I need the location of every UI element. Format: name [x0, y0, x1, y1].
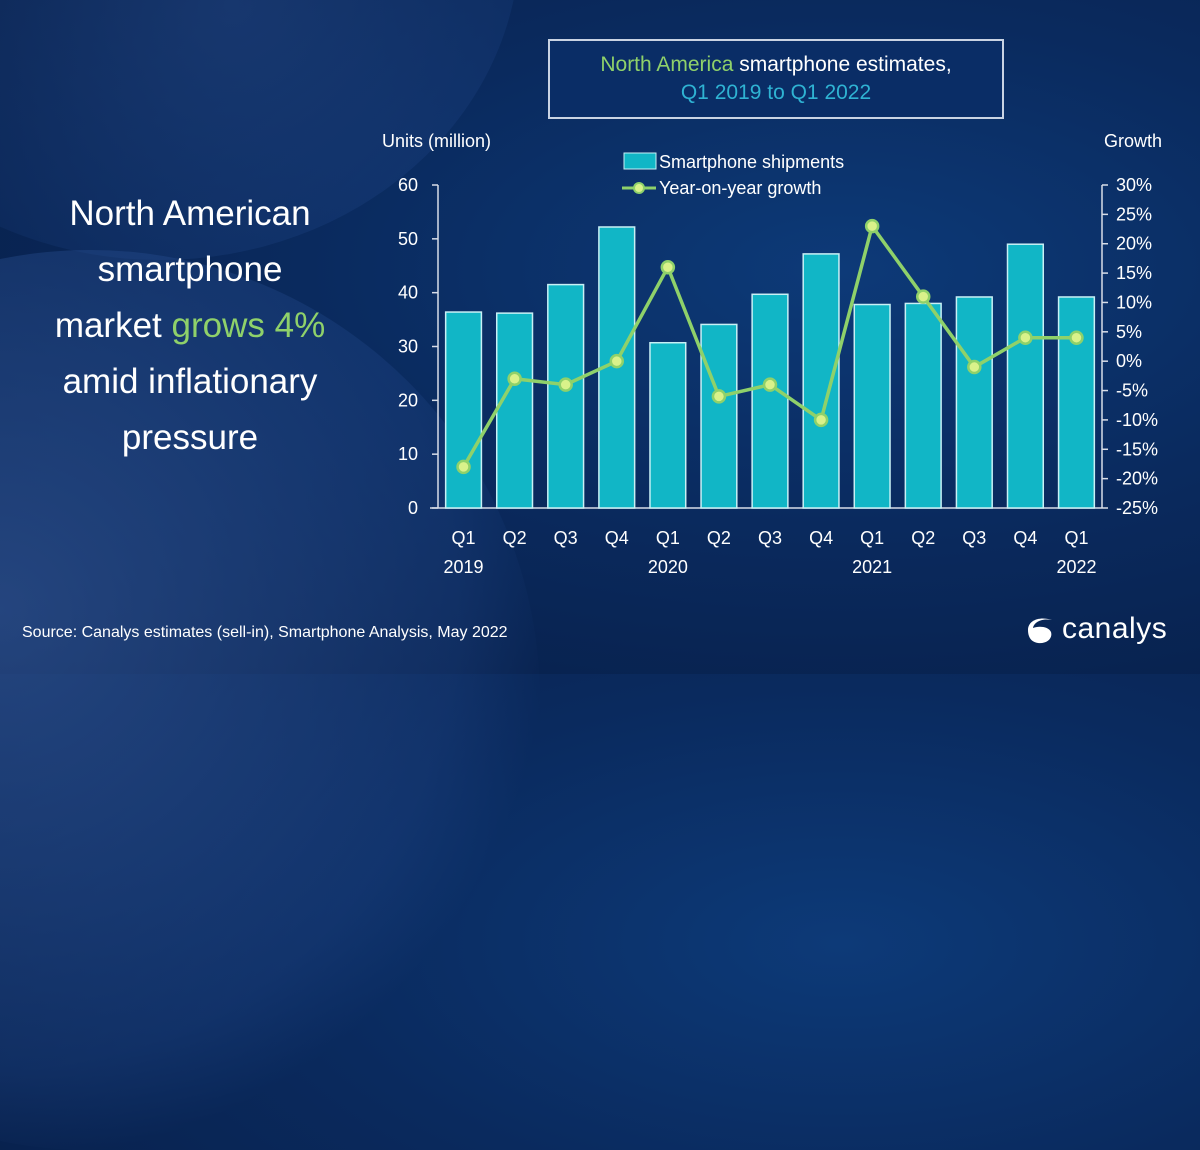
headline-line: market grows 4%: [10, 298, 370, 354]
headline-line: pressure: [121, 418, 259, 457]
left-axis-tick-label: 30: [398, 337, 418, 357]
right-axis-tick-label: 20%: [1116, 234, 1152, 254]
bar-shipments: [547, 283, 585, 509]
right-axis-tick-label: -10%: [1116, 410, 1158, 430]
growth-point: [456, 459, 471, 475]
right-axis-tick-label: 30%: [1116, 175, 1152, 195]
chart-title-period: Q1 2019 to Q1 2022: [680, 81, 872, 104]
bar-shipments: [495, 312, 534, 509]
legend-marker-growth: [633, 182, 645, 194]
source-note: Source: Canalys estimates (sell-in), Sma…: [22, 624, 508, 641]
canalys-logo: canalys: [1022, 612, 1167, 646]
headline-line: North American: [69, 194, 311, 233]
bar-shipments: [700, 323, 738, 509]
growth-point: [609, 353, 625, 369]
left-axis-tick-label: 0: [408, 498, 418, 518]
right-axis-tick-label: 0%: [1116, 351, 1142, 371]
right-axis-tick-label: -5%: [1116, 381, 1148, 401]
right-axis-tick-label: 25%: [1116, 204, 1152, 224]
x-tick-label: Q4: [605, 528, 629, 548]
x-year-label: 2019: [444, 557, 484, 577]
bar-shipments: [904, 302, 942, 509]
headline-line: smartphone: [97, 250, 283, 289]
chart-title-box: North America smartphone estimates, Q1 2…: [548, 39, 1004, 119]
right-axis-title: Growth: [1104, 131, 1163, 151]
growth-point: [711, 389, 727, 404]
x-year-label: 2020: [648, 557, 688, 577]
chart-title-region: North America: [600, 53, 734, 76]
bar-shipments: [853, 303, 891, 509]
left-axis-tick-label: 40: [398, 283, 418, 303]
left-axis-tick-label: 50: [398, 229, 418, 249]
right-axis-tick-label: -20%: [1116, 469, 1158, 489]
growth-point: [558, 377, 573, 392]
legend: Smartphone shipments Year-on-year growth: [622, 152, 844, 198]
growth-point: [967, 359, 982, 375]
canalys-swirl-icon: [1028, 618, 1052, 644]
headline-text: market: [54, 306, 172, 345]
legend-label-growth: Year-on-year growth: [659, 178, 821, 198]
bar-shipments: [1057, 296, 1096, 509]
x-tick-label: Q1: [1064, 528, 1088, 548]
canalys-logo-text: canalys: [1062, 612, 1168, 645]
x-tick-label: Q1: [656, 528, 680, 548]
bar-shipments: [649, 341, 687, 509]
headline-highlight: grows 4%: [171, 306, 326, 345]
bar-shipments: [802, 253, 840, 509]
right-axis-tick-label: -15%: [1116, 439, 1158, 459]
x-year-label: 2021: [852, 557, 892, 577]
legend-swatch-bars: [623, 152, 657, 170]
chart-title-line1: North America smartphone estimates,: [550, 51, 1002, 79]
x-tick-label: Q3: [554, 528, 578, 548]
growth-point: [915, 289, 931, 304]
left-axis-title: Units (million): [382, 131, 492, 151]
chart-title-rest: smartphone estimates,: [733, 53, 952, 76]
x-tick-label: Q1: [452, 528, 476, 548]
x-tick-label: Q3: [758, 528, 782, 548]
right-axis-tick-label: 10%: [1116, 292, 1152, 312]
left-axis-tick-label: 60: [398, 175, 418, 195]
x-tick-label: Q2: [503, 528, 527, 548]
growth-point: [507, 371, 522, 387]
growth-point: [1069, 330, 1084, 345]
x-tick-label: Q2: [911, 528, 935, 548]
x-tick-label: Q4: [809, 528, 833, 548]
headline-line: amid inflationary: [62, 362, 318, 401]
x-tick-label: Q3: [962, 528, 986, 548]
growth-point: [762, 377, 778, 392]
growth-point: [813, 412, 829, 428]
x-tick-label: Q2: [707, 528, 731, 548]
bar-shipments: [955, 296, 993, 509]
x-tick-label: Q1: [860, 528, 884, 548]
left-axis-tick-label: 20: [398, 390, 418, 410]
right-axis-tick-label: 15%: [1116, 263, 1152, 283]
growth-point: [660, 259, 676, 275]
bar-shipments: [751, 293, 789, 509]
x-tick-label: Q4: [1013, 528, 1037, 548]
bar-shipments: [444, 311, 483, 509]
headline: North American smartphone market grows 4…: [10, 186, 370, 466]
right-axis-tick-label: 5%: [1116, 322, 1142, 342]
growth-point: [864, 218, 880, 234]
x-year-label: 2022: [1056, 557, 1096, 577]
legend-label-bars: Smartphone shipments: [659, 152, 844, 172]
growth-point: [1018, 330, 1033, 345]
left-axis-tick-label: 10: [398, 444, 418, 464]
chart-canvas: Smartphone shipments Year-on-year growth…: [398, 152, 1158, 577]
bar-shipments: [1006, 243, 1045, 509]
right-axis-tick-label: -25%: [1116, 498, 1158, 518]
